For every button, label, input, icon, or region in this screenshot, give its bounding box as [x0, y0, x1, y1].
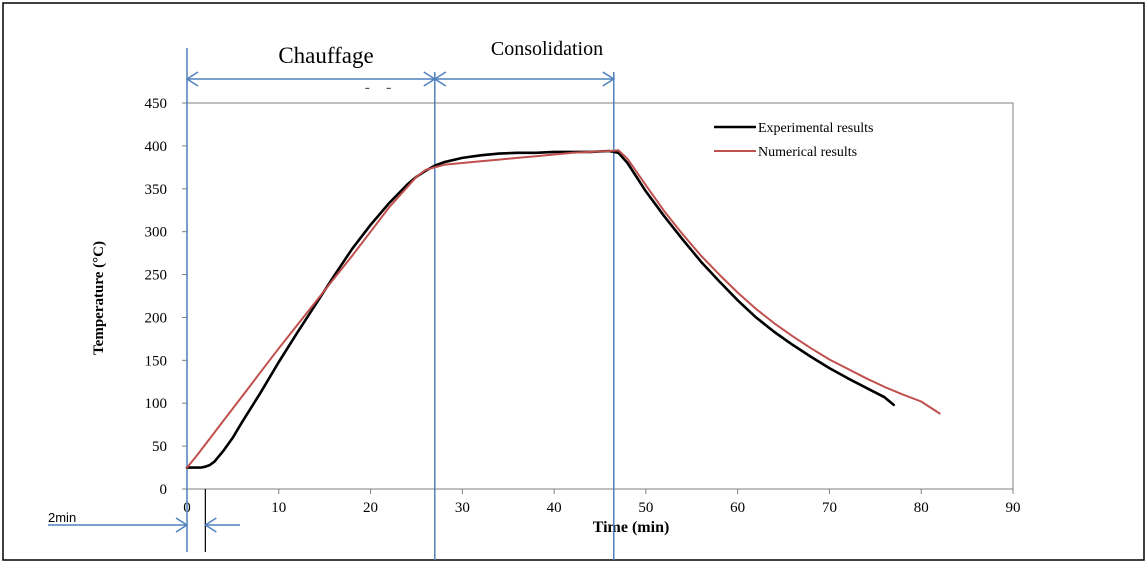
legend-label-numerical: Numerical results — [758, 145, 857, 160]
delay-label: 2min — [48, 510, 76, 525]
x-tick-label: 20 — [363, 500, 378, 516]
y-axis-label: Temperature (°C) — [91, 241, 107, 355]
y-tick-label: 0 — [160, 482, 168, 498]
x-tick-label: 40 — [547, 500, 562, 516]
x-tick-label: 90 — [1006, 500, 1021, 516]
y-tick-label: 300 — [145, 225, 168, 241]
data-series — [185, 149, 941, 469]
x-tick-label: 80 — [914, 500, 929, 516]
x-tick-label: 50 — [638, 500, 653, 516]
consolidation-arrow-head-right — [602, 71, 616, 87]
y-tick-label: 350 — [145, 182, 168, 198]
x-tick-label: 60 — [730, 500, 745, 516]
dash-mark: - - — [365, 79, 392, 96]
delay-arrow-left-head — [175, 517, 189, 533]
x-tick-label: 70 — [822, 500, 837, 516]
series-line-numerical — [186, 149, 941, 469]
heating-arrow-head-left — [185, 71, 199, 87]
y-tick-label: 50 — [152, 439, 167, 455]
x-tick-label: 30 — [455, 500, 470, 516]
x-axis-label: Time (min) — [593, 519, 670, 536]
y-tick-label: 200 — [145, 310, 168, 326]
y-tick-label: 100 — [145, 396, 168, 412]
consolidation-arrow-head-left — [433, 71, 447, 87]
y-tick-label: 400 — [145, 139, 168, 155]
heating-phase-label: Chauffage — [278, 43, 373, 68]
y-axis-ticks: 0 50 100 150 200 250 300 350 400 450 — [145, 96, 187, 498]
series-line-experimental — [185, 149, 896, 469]
legend: Experimental results Numerical results — [714, 121, 873, 160]
y-tick-label: 250 — [145, 268, 168, 284]
consolidation-phase-label: Consolidation — [491, 38, 603, 60]
delay-arrow-right-head — [203, 517, 217, 533]
phase-guides — [48, 48, 616, 560]
y-tick-label: 450 — [145, 96, 168, 112]
y-tick-label: 150 — [145, 353, 168, 369]
x-tick-label: 10 — [271, 500, 286, 516]
legend-label-experimental: Experimental results — [758, 121, 873, 136]
